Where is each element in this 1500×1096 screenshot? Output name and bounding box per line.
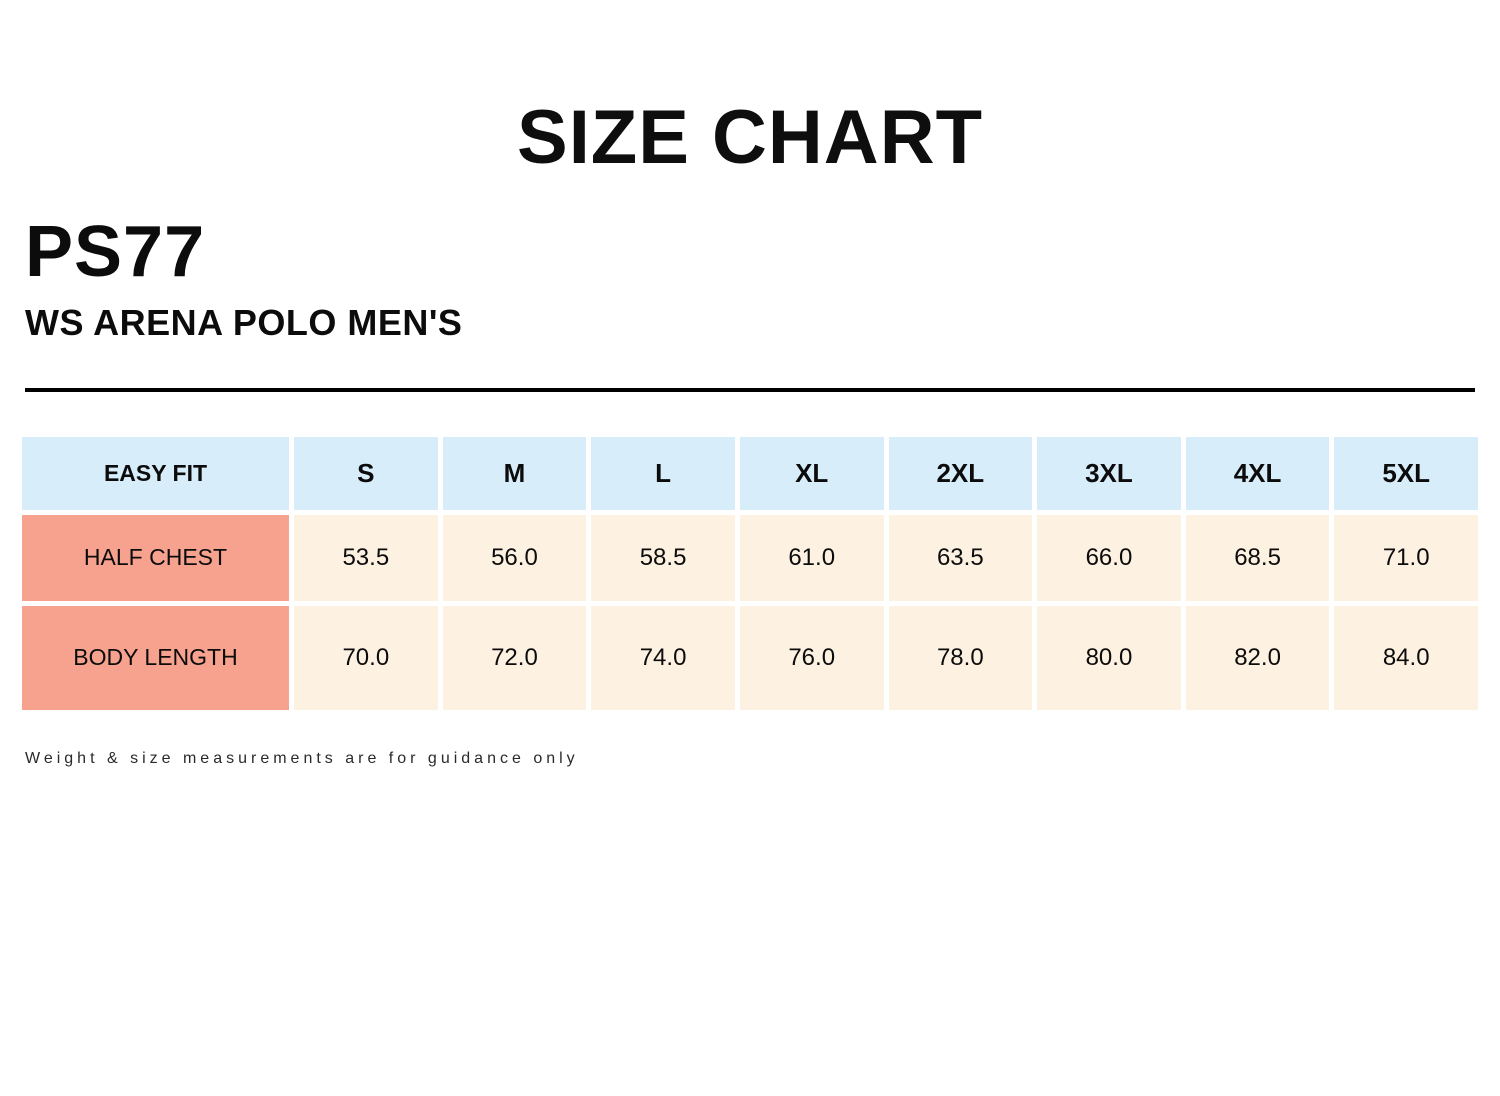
table-cell: 61.0 — [739, 514, 884, 601]
table-cell: 84.0 — [1334, 605, 1478, 710]
size-header-cell: 3XL — [1037, 436, 1181, 510]
table-cell: 58.5 — [591, 514, 735, 601]
size-header-cell: M — [442, 436, 587, 510]
product-code: PS77 — [25, 211, 206, 292]
page-title: SIZE CHART — [517, 95, 983, 180]
table-cell: 63.5 — [888, 514, 1033, 601]
size-header-cell: XL — [739, 436, 884, 510]
product-name: WS ARENA POLO MEN'S — [25, 301, 463, 343]
row-label-half-chest: HALF CHEST — [22, 514, 289, 601]
table-cell: 78.0 — [888, 605, 1033, 710]
table-cell: 72.0 — [442, 605, 587, 710]
product-info: PS77 WS ARENA POLO MEN'S — [25, 216, 1500, 344]
table-cell: 68.5 — [1185, 514, 1330, 601]
fit-header-cell: EASY FIT — [22, 436, 289, 510]
size-header-cell: 4XL — [1185, 436, 1330, 510]
table-cell: 71.0 — [1334, 514, 1478, 601]
size-header-cell: S — [294, 436, 438, 510]
row-label-body-length: BODY LENGTH — [22, 605, 289, 710]
size-chart-page: SIZE CHART PS77 WS ARENA POLO MEN'S EASY… — [0, 96, 1500, 1096]
table-cell: 74.0 — [591, 605, 735, 710]
table-cell: 53.5 — [294, 514, 438, 601]
size-header-cell: 5XL — [1334, 436, 1478, 510]
table-cell: 82.0 — [1185, 605, 1330, 710]
table-cell: 56.0 — [442, 514, 587, 601]
table-cell: 76.0 — [739, 605, 884, 710]
divider-rule — [25, 387, 1475, 392]
table-cell: 66.0 — [1037, 514, 1181, 601]
table-cell: 80.0 — [1037, 605, 1181, 710]
size-table: EASY FIT S M L XL 2XL 3XL 4XL 5XL HALF C… — [22, 436, 1478, 710]
size-header-cell: L — [591, 436, 735, 510]
guidance-note: Weight & size measurements are for guida… — [25, 749, 579, 767]
table-cell: 70.0 — [294, 605, 438, 710]
size-header-cell: 2XL — [888, 436, 1033, 510]
